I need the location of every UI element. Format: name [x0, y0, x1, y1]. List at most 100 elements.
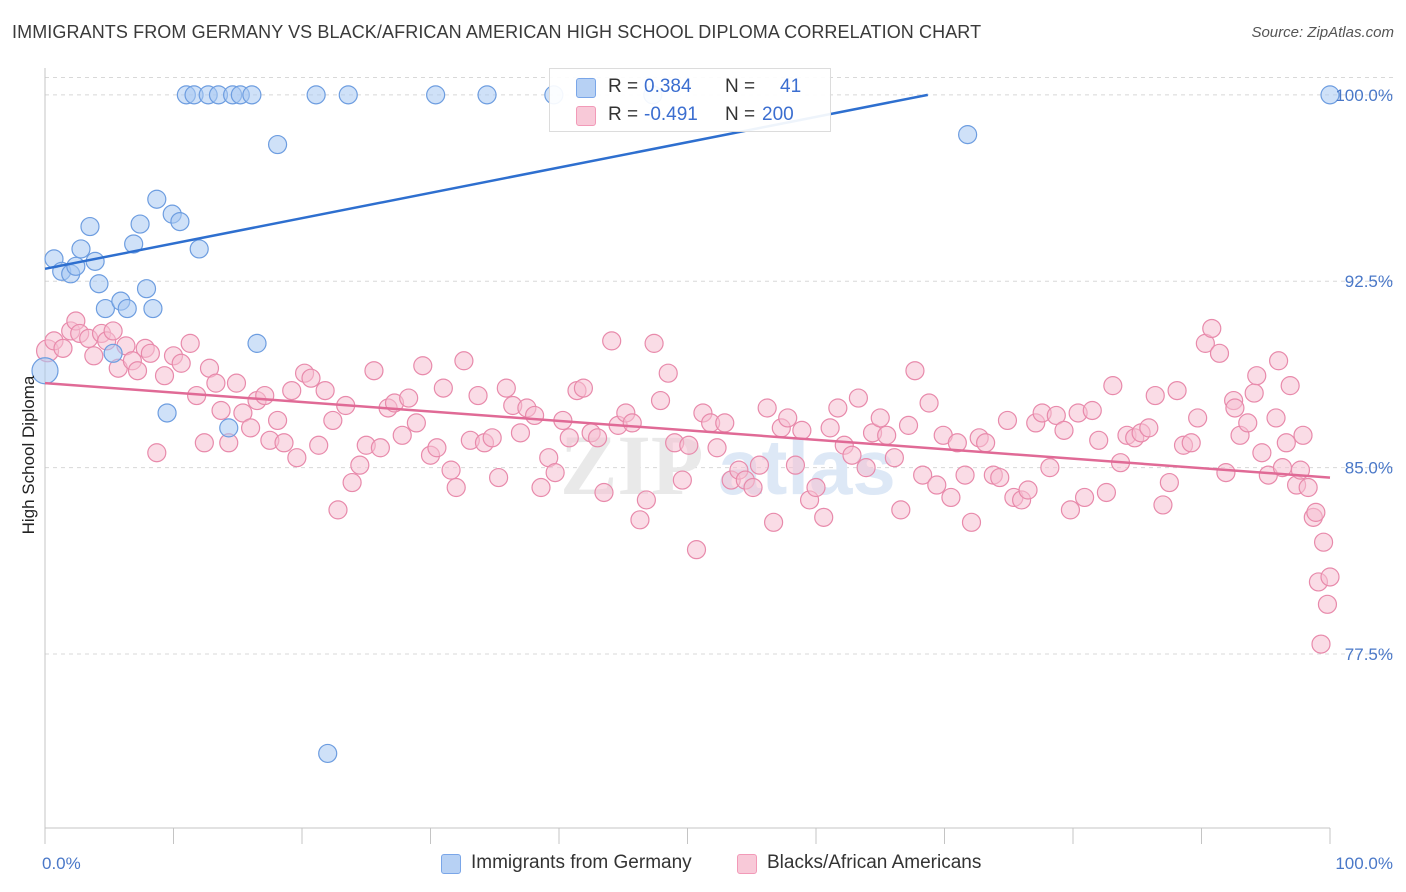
legend-n-value: 200	[762, 104, 794, 125]
blue-data-point	[247, 333, 267, 353]
legend-n-label: N =	[725, 76, 756, 97]
pink-data-point	[1298, 477, 1318, 498]
legend-row-pink: R = -0.491 N = 200	[550, 101, 830, 129]
legend-r-value: -0.491	[644, 104, 698, 125]
pink-data-point	[870, 408, 890, 428]
pink-data-point	[658, 363, 678, 383]
y-tick-label: 100.0%	[1335, 86, 1393, 105]
pink-data-point	[757, 398, 777, 418]
legend-swatch-pink	[576, 106, 596, 126]
correlation-legend: R = 0.384 N = 41 R = -0.491 N = 200	[549, 68, 831, 132]
axes	[44, 68, 1331, 844]
pink-data-point	[884, 448, 904, 468]
pink-data-point	[1054, 420, 1074, 440]
pink-data-point	[127, 361, 148, 381]
pink-data-point	[877, 425, 897, 445]
pink-data-point	[315, 380, 335, 401]
pink-data-point	[1060, 500, 1081, 520]
pink-data-point	[301, 368, 321, 388]
series-legend-swatch-pink	[737, 854, 757, 874]
blue-data-point	[242, 85, 262, 105]
pink-data-point	[763, 512, 784, 532]
blue-data-point	[143, 298, 163, 319]
blue-data-point	[130, 214, 150, 234]
blue-data-point	[189, 239, 209, 259]
blue-data-point	[426, 85, 446, 105]
pink-data-point	[587, 428, 608, 448]
pink-data-point	[1089, 430, 1109, 450]
pink-data-point	[848, 388, 869, 408]
pink-data-point	[1244, 383, 1264, 403]
blue-data-point	[103, 343, 123, 363]
pink-data-point	[898, 415, 919, 435]
pink-data-point	[919, 393, 939, 413]
y-axis-label: High School Diploma	[19, 375, 38, 534]
blue-data-point	[958, 125, 978, 145]
series-legend-label-blue: Immigrants from Germany	[471, 852, 692, 873]
source-note: Source: ZipAtlas.com	[1251, 24, 1394, 41]
pink-data-point	[1040, 458, 1060, 478]
pink-data-point	[778, 408, 798, 428]
y-tick-label: 77.5%	[1345, 645, 1393, 664]
blue-data-point	[338, 85, 358, 105]
pink-data-point	[342, 472, 362, 493]
blue-data-point	[89, 274, 109, 294]
grid-lines	[45, 76, 1395, 655]
legend-row-blue: R = 0.384 N = 41	[550, 73, 830, 101]
pink-data-point	[1209, 343, 1230, 363]
pink-data-point	[328, 500, 348, 520]
pink-data-point	[510, 423, 531, 443]
pink-data-point	[406, 413, 426, 433]
pink-data-point	[545, 463, 565, 483]
pink-data-point	[392, 425, 412, 445]
blue-data-point	[306, 85, 326, 105]
pink-data-point	[1276, 433, 1296, 453]
pink-data-point	[792, 420, 812, 440]
series-legend-label-pink: Blacks/African Americans	[767, 852, 982, 873]
pink-data-point	[927, 475, 947, 495]
pink-data-point	[743, 477, 763, 498]
pink-data-point	[255, 385, 275, 406]
pink-data-point	[1238, 413, 1258, 433]
pink-data-point	[785, 455, 806, 475]
blue-data-point	[95, 298, 115, 319]
pink-data-point	[154, 366, 175, 386]
pink-data-point	[602, 331, 622, 351]
pink-data-point	[622, 413, 642, 433]
pink-data-point	[489, 467, 509, 488]
pink-data-point	[1225, 398, 1245, 418]
pink-data-point	[913, 465, 933, 485]
pink-data-point	[1293, 425, 1313, 445]
pink-data-point	[1167, 380, 1187, 401]
pink-data-point	[274, 433, 294, 453]
pink-data-point	[241, 418, 261, 438]
pink-data-point	[171, 353, 191, 373]
pink-data-point	[282, 380, 302, 401]
legend-r-label: R =	[608, 76, 639, 97]
pink-data-point	[1159, 472, 1179, 493]
pink-data-point	[147, 443, 167, 463]
pink-data-point	[1153, 495, 1173, 515]
pink-data-point	[644, 333, 664, 353]
blue-data-point	[318, 743, 338, 764]
pink-data-point	[1311, 634, 1331, 654]
tick-labels: 77.5% 85.0% 92.5% 100.0% 0.0% 100.0%	[42, 86, 1393, 873]
pink-data-point	[828, 398, 848, 418]
pink-data-point	[446, 477, 466, 498]
blue-data-point	[117, 298, 137, 319]
blue-data-point	[267, 134, 288, 155]
pink-data-point	[573, 378, 594, 398]
pink-data-point	[206, 373, 226, 393]
blue-data-point	[170, 212, 190, 232]
pink-data-point	[905, 361, 925, 381]
pink-data-point	[686, 540, 707, 560]
blue-data-point	[136, 279, 157, 299]
pink-data-point	[1046, 405, 1066, 426]
pink-data-point	[413, 356, 433, 376]
pink-data-point	[194, 433, 214, 453]
legend-r-label: R =	[608, 104, 639, 125]
blue-data-point	[80, 216, 100, 237]
pink-data-point	[636, 490, 656, 510]
pink-data-point	[707, 438, 727, 458]
